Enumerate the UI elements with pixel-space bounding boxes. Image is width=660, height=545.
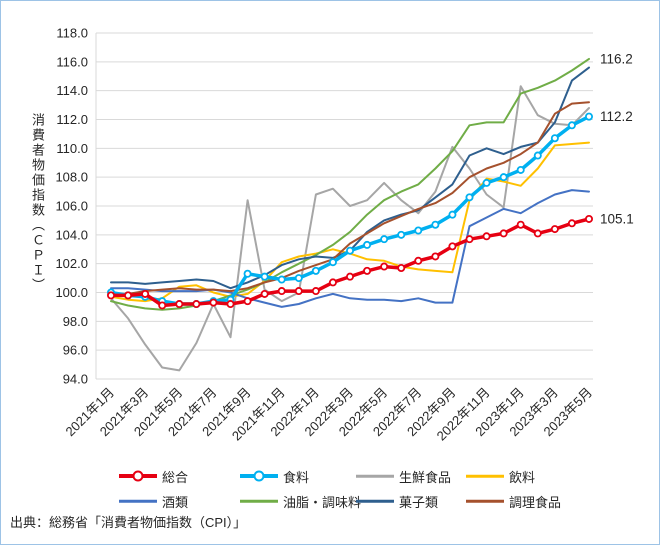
y-tick-label: 104.0 [55, 227, 88, 242]
series-marker-shokuryo [415, 227, 421, 233]
series-marker-sogo [159, 302, 165, 308]
y-tick-label: 102.0 [55, 256, 88, 271]
series-marker-sogo [125, 292, 131, 298]
series-marker-shokuryo [518, 167, 524, 173]
legend-label-kashirui: 菓子類 [399, 492, 438, 511]
series-marker-sogo [347, 274, 353, 280]
legend-item-sakerui: 酒類 [119, 492, 240, 510]
series-marker-sogo [176, 301, 182, 307]
y-tick-label: 110.0 [56, 141, 88, 156]
series-marker-sogo [535, 230, 541, 236]
series-marker-shokuryo [244, 271, 250, 277]
y-tick-label: 100.0 [55, 285, 88, 300]
y-tick-label: 98.0 [63, 314, 88, 329]
series-marker-shokuryo [296, 275, 302, 281]
series-marker-shokuryo [552, 135, 558, 141]
legend-item-shokuryo: 食料 [240, 467, 356, 485]
legend-swatch-yushi-chomiryo [240, 492, 278, 510]
y-tick-label: 118.0 [56, 26, 88, 41]
series-marker-sogo [586, 216, 592, 222]
series-marker-sogo [142, 291, 148, 297]
y-tick-label: 114.0 [56, 83, 88, 98]
legend-label-shokuryo: 食料 [283, 467, 309, 486]
series-marker-shokuryo [364, 242, 370, 248]
series-marker-sogo [518, 222, 524, 228]
cpi-line-chart: 94.0 96.0 98.0 100.0 102.0 104.0 106.0 108.0 110… [1, 1, 659, 463]
legend-item-kashirui: 菓子類 [356, 492, 466, 510]
series-marker-shokuryo [262, 274, 268, 280]
series-marker-shokuryo [398, 232, 404, 238]
series-marker-shokuryo [466, 194, 472, 200]
legend-item-yushi-chomiryo: 油脂・調味料 [240, 492, 356, 510]
series-marker-sogo [501, 230, 507, 236]
series-marker-sogo [415, 258, 421, 264]
legend-swatch-sogo [119, 467, 157, 485]
series-marker-sogo [552, 226, 558, 232]
legend-swatch-kashirui [356, 492, 394, 510]
series-marker-shokuryo [347, 248, 353, 254]
series-marker-shokuryo [449, 212, 455, 218]
series-marker-shokuryo [535, 152, 541, 158]
y-tick-label: 112.0 [56, 112, 88, 127]
series-marker-sogo [193, 301, 199, 307]
legend-item-inryo: 飲料 [466, 467, 561, 485]
series-marker-sogo [364, 268, 370, 274]
legend-swatch-seisen-shokuhin [356, 467, 394, 485]
chart-frame: 消費者物価指数（ＣＰＩ） 94.0 96.0 98.0 100.0 102.0 104.0… [0, 0, 660, 545]
series-marker-shokuryo [279, 276, 285, 282]
legend-label-yushi-chomiryo: 油脂・調味料 [283, 492, 361, 511]
series-marker-sogo [432, 253, 438, 259]
series-marker-shokuryo [432, 222, 438, 228]
series-marker-shokuryo [483, 180, 489, 186]
chart-legend: 総合 食料 生鮮食品 飲料酒類 油脂・調味料 菓子類 調理食品 [119, 467, 561, 510]
series-marker-shokuryo [381, 236, 387, 242]
series-marker-sogo [108, 292, 114, 298]
series-marker-shokuryo [501, 174, 507, 180]
legend-item-seisen-shokuhin: 生鮮食品 [356, 467, 466, 485]
legend-swatch-sakerui [119, 492, 157, 510]
series-marker-shokuryo [330, 259, 336, 265]
series-marker-shokuryo [569, 122, 575, 128]
end-value-label-shokuryo: 112.2 [600, 109, 633, 124]
series-marker-shokuryo [586, 114, 592, 120]
series-marker-sogo [466, 236, 472, 242]
end-value-label-sogo: 105.1 [600, 211, 634, 226]
source-note: 出典：総務省「消費者物価指数（CPI）」 [10, 512, 246, 531]
legend-swatch-inryo [466, 467, 504, 485]
y-tick-label: 94.0 [63, 372, 88, 387]
y-tick-label: 116.0 [56, 54, 88, 69]
series-marker-sogo [569, 220, 575, 226]
series-marker-sogo [244, 298, 250, 304]
legend-label-inryo: 飲料 [509, 467, 535, 486]
legend-label-sogo: 総合 [162, 467, 188, 486]
series-marker-sogo [398, 265, 404, 271]
series-line-chori-shokuhin [111, 102, 589, 294]
series-marker-sogo [279, 288, 285, 294]
legend-item-sogo: 総合 [119, 467, 240, 485]
series-marker-sogo [483, 233, 489, 239]
legend-swatch-shokuryo [240, 467, 278, 485]
end-value-label-yushi-chomiryo: 116.2 [600, 51, 633, 66]
series-marker-sogo [262, 291, 268, 297]
series-marker-sogo [381, 263, 387, 269]
legend-label-chori-shokuhin: 調理食品 [509, 492, 561, 511]
y-tick-label: 106.0 [55, 199, 88, 214]
legend-label-seisen-shokuhin: 生鮮食品 [399, 467, 451, 486]
series-marker-sogo [296, 288, 302, 294]
series-marker-sogo [449, 243, 455, 249]
legend-swatch-chori-shokuhin [466, 492, 504, 510]
y-tick-label: 96.0 [63, 343, 88, 358]
series-marker-sogo [227, 301, 233, 307]
legend-label-sakerui: 酒類 [162, 492, 188, 511]
y-tick-label: 108.0 [55, 170, 88, 185]
series-marker-sogo [210, 299, 216, 305]
legend-item-chori-shokuhin: 調理食品 [466, 492, 561, 510]
series-marker-shokuryo [313, 268, 319, 274]
series-marker-sogo [330, 279, 336, 285]
series-marker-sogo [313, 288, 319, 294]
y-axis-title: 消費者物価指数（ＣＰＩ） [31, 113, 44, 293]
